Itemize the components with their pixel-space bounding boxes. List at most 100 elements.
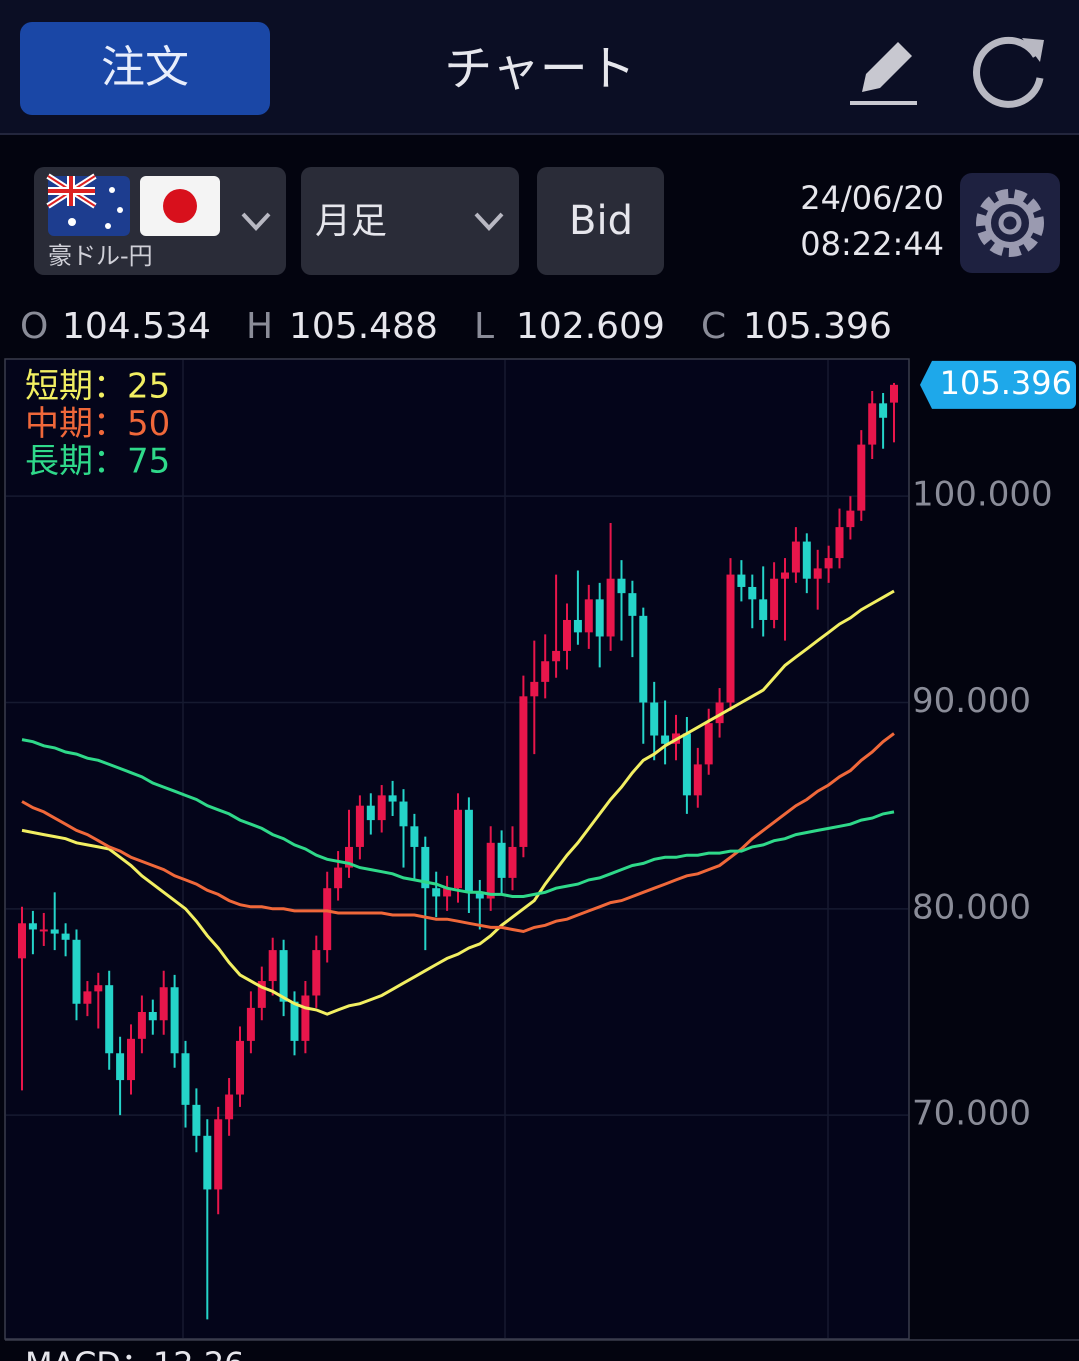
candle-body bbox=[857, 444, 866, 511]
timeframe-selector[interactable]: 月足 bbox=[301, 167, 519, 275]
aud-star bbox=[117, 207, 123, 213]
candle-body bbox=[781, 572, 789, 579]
candle-body bbox=[508, 846, 517, 878]
candle-body bbox=[584, 599, 593, 633]
low-value: 102.609 bbox=[516, 306, 665, 347]
close-value: 105.396 bbox=[743, 306, 892, 347]
candle-body bbox=[18, 923, 26, 959]
candle-body bbox=[791, 541, 800, 573]
candle-body bbox=[334, 867, 343, 889]
candle-body bbox=[83, 991, 92, 1004]
candle-body bbox=[715, 702, 724, 724]
candle-body bbox=[410, 826, 419, 847]
candle-body bbox=[573, 619, 582, 633]
candle-body bbox=[148, 1012, 157, 1021]
refresh-icon[interactable] bbox=[973, 36, 1044, 108]
candle-body bbox=[105, 985, 114, 1054]
aud-flag-plus-red bbox=[48, 176, 95, 206]
candle-body bbox=[137, 1012, 146, 1039]
candle-body bbox=[726, 574, 735, 703]
order-button[interactable]: 注文 bbox=[20, 22, 270, 115]
chevron[interactable] bbox=[241, 212, 271, 231]
candle-body bbox=[50, 929, 59, 934]
aud-star bbox=[105, 223, 111, 229]
candle-body bbox=[682, 733, 691, 796]
candle-body bbox=[824, 558, 833, 569]
candle-body bbox=[290, 1001, 299, 1041]
gear-teeth[interactable] bbox=[976, 189, 1044, 257]
candle-body bbox=[388, 795, 397, 802]
candle-body bbox=[214, 1119, 223, 1190]
candle-body bbox=[486, 842, 495, 899]
price-type-button[interactable]: Bid bbox=[537, 167, 664, 275]
settings-button[interactable] bbox=[960, 173, 1060, 273]
candle-body bbox=[617, 578, 626, 594]
open-value: 104.534 bbox=[62, 306, 211, 347]
candle-body bbox=[345, 846, 353, 868]
y-tick-label: 100.000 bbox=[912, 475, 1053, 515]
candle-body bbox=[802, 541, 811, 579]
candle-body bbox=[759, 599, 768, 620]
candle-body bbox=[650, 702, 659, 736]
candle-body bbox=[236, 1040, 244, 1095]
edit-icon[interactable] bbox=[850, 42, 917, 105]
candle-body bbox=[595, 599, 604, 637]
candle-body bbox=[192, 1104, 201, 1136]
candle-body bbox=[628, 593, 637, 616]
y-tick-label: 80.000 bbox=[912, 887, 1031, 927]
y-tick-label: 90.000 bbox=[912, 681, 1031, 721]
candle-body bbox=[639, 615, 648, 703]
price-tag bbox=[920, 360, 1076, 409]
price-tag-label: 105.396 bbox=[940, 364, 1072, 402]
candle-body bbox=[116, 1053, 125, 1081]
order-button-bg[interactable] bbox=[20, 22, 270, 115]
candle-body bbox=[552, 650, 561, 662]
candle-body bbox=[432, 888, 441, 897]
legend-entry: 長期：75 bbox=[25, 442, 170, 482]
screen-title: チャート bbox=[444, 41, 636, 97]
candle-body bbox=[279, 950, 288, 1002]
price-type-label[interactable]: Bid bbox=[569, 198, 633, 244]
high-value: 105.488 bbox=[289, 306, 438, 347]
refresh-arrow[interactable] bbox=[1022, 38, 1044, 62]
timeframe-label[interactable]: 月足 bbox=[315, 201, 387, 242]
settings-bg[interactable] bbox=[960, 173, 1060, 273]
candle-body bbox=[127, 1038, 135, 1081]
candle-body bbox=[246, 1007, 255, 1041]
candle-body bbox=[257, 981, 266, 1008]
candle-body bbox=[519, 696, 528, 847]
candle-body bbox=[693, 764, 702, 796]
price-type-bg[interactable] bbox=[537, 167, 664, 275]
candle-body bbox=[868, 403, 877, 445]
candle-body bbox=[28, 923, 37, 930]
gear-hub[interactable] bbox=[998, 211, 1022, 235]
candle-body bbox=[563, 619, 571, 651]
candle-body bbox=[846, 510, 855, 528]
pair-label[interactable]: 豪ドル-円 bbox=[48, 242, 153, 270]
candle-body bbox=[159, 987, 168, 1021]
legend-entry: 中期：50 bbox=[25, 404, 170, 444]
time: 08:22:44 bbox=[800, 225, 944, 263]
candle-body bbox=[72, 939, 81, 1004]
candle-body bbox=[879, 403, 888, 418]
candle-body bbox=[497, 842, 506, 878]
candle-body bbox=[377, 795, 386, 821]
timeframe-bg[interactable] bbox=[301, 167, 519, 275]
candle-body bbox=[203, 1135, 212, 1190]
moving-average bbox=[21, 738, 895, 898]
candle-body bbox=[421, 846, 430, 889]
jpy-flag-sun bbox=[163, 189, 197, 223]
refresh-arc[interactable] bbox=[973, 36, 1044, 108]
candle-body bbox=[225, 1094, 234, 1120]
order-label[interactable]: 注文 bbox=[101, 42, 189, 93]
candle-body bbox=[454, 809, 462, 889]
candle-body bbox=[268, 950, 277, 982]
date: 24/06/20 bbox=[800, 179, 944, 217]
pair-selector[interactable]: 豪ドル-円 bbox=[34, 167, 286, 275]
chevron[interactable] bbox=[474, 212, 504, 231]
gear-ring[interactable] bbox=[985, 198, 1035, 248]
pencil[interactable] bbox=[862, 42, 912, 92]
